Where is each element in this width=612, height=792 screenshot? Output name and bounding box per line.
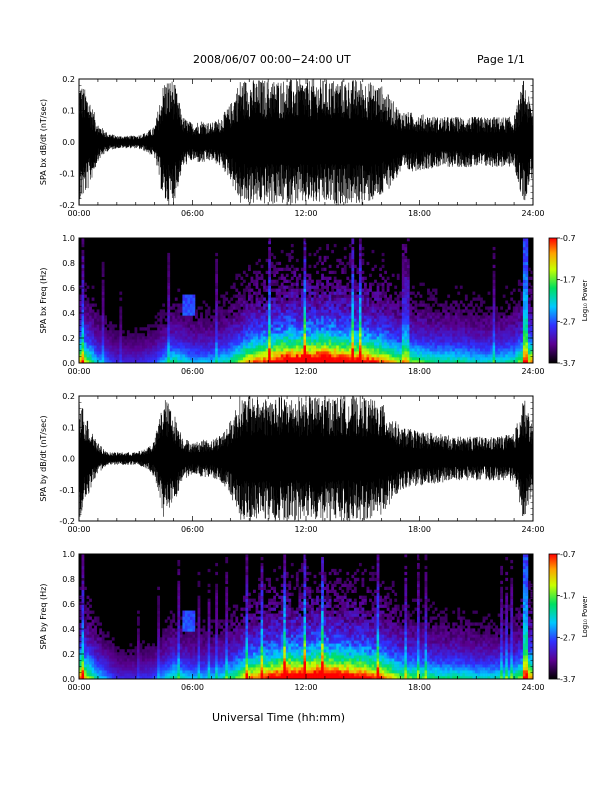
y-tick-label: 0.6 [62,284,75,293]
panel-4: -0.7 -1.7 -2.7 -3.7 Log₁₀ Power 00:00 06:00 12:… [39,550,589,692]
y-tick-label: -0.1 [59,170,75,179]
y-tick-label: 0.0 [62,359,75,368]
x-tick-label: 00:00 [67,525,90,534]
colorbar-tick-label: -0.7 [560,550,576,559]
y-tick-label: 0.1 [62,423,75,432]
x-tick-label: 00:00 [67,367,90,376]
colorbar-scale [548,237,558,364]
x-tick-label: 12:00 [294,683,317,692]
x-tick-label: 06:00 [181,525,204,534]
y-tick-label: -0.2 [59,517,75,526]
page-title: 2008/06/07 00:00−24:00 UT [193,53,351,66]
colorbar-tick-label: -2.7 [560,317,576,326]
y-tick-label: 1.0 [62,234,75,243]
x-tick-label: 18:00 [408,367,431,376]
x-tick-label: 12:00 [294,209,317,218]
y-tick-label: 0.4 [62,309,75,318]
colorbar: -0.7 -1.7 -2.7 -3.7 Log₁₀ Power [548,234,589,368]
colorbar: -0.7 -1.7 -2.7 -3.7 Log₁₀ Power [548,550,589,684]
x-tick-label: 00:00 [67,683,90,692]
y-tick-label: 0.8 [62,259,75,268]
colorbar-tick-label: -3.7 [560,359,576,368]
colorbar-label: Log₁₀ Power [581,596,589,638]
waveform-trace [79,396,533,521]
colorbar-label: Log₁₀ Power [581,280,589,322]
x-tick-label: 24:00 [521,525,544,534]
x-tick-label: 24:00 [521,367,544,376]
y-tick-label: 0.4 [62,625,75,634]
panel-3: 00:00 06:00 12:00 18:00 24:00 -0.2 -0.1 0.0 0.1 0… [39,392,545,534]
colorbar-tick-label: -2.7 [560,633,576,642]
y-tick-label: 0.2 [62,392,75,401]
y-tick-label: 0.0 [62,675,75,684]
page-number: Page 1/1 [477,53,525,66]
y-axis-label: SPA bx dB/dt (nT/sec) [39,99,48,185]
colorbar-tick-label: -0.7 [560,234,576,243]
waveform-path [79,79,533,205]
y-tick-label: 1.0 [62,550,75,559]
x-tick-label: 24:00 [521,209,544,218]
y-axis-label: SPA by dB/dt (nT/sec) [39,415,48,501]
x-tick-label: 18:00 [408,525,431,534]
spectrogram-cells [79,238,533,363]
waveform-path [79,396,533,521]
y-tick-label: 0.2 [62,75,75,84]
y-tick-label: 0.2 [62,334,75,343]
y-axis-label: SPA bx Freq (Hz) [39,268,48,334]
colorbar-tick-label: -1.7 [560,276,576,285]
x-axis-label: Universal Time (hh:mm) [212,711,345,724]
y-tick-label: 0.0 [62,455,75,464]
panel-1: 00:00 06:00 12:00 18:00 24:00 -0.2 -0.1 0.0 0.1 0… [39,75,545,218]
x-tick-label: 06:00 [181,209,204,218]
x-tick-label: 06:00 [181,683,204,692]
x-tick-label: 00:00 [67,209,90,218]
colorbar-tick-label: -1.7 [560,592,576,601]
y-tick-label: 0.0 [62,138,75,147]
x-tick-label: 18:00 [408,683,431,692]
panel-2: -0.7 -1.7 -2.7 -3.7 Log₁₀ Power 00:00 06:00 12:… [39,234,589,376]
y-tick-label: 0.8 [62,575,75,584]
y-tick-label: 0.2 [62,650,75,659]
x-tick-label: 18:00 [408,209,431,218]
x-tick-label: 06:00 [181,367,204,376]
spectrogram-cells [79,554,533,679]
x-tick-label: 24:00 [521,683,544,692]
y-tick-label: 0.6 [62,600,75,609]
y-tick-label: -0.1 [59,486,75,495]
x-tick-label: 12:00 [294,367,317,376]
waveform-trace [79,79,533,205]
y-tick-label: 0.1 [62,107,75,116]
y-tick-label: -0.2 [59,201,75,210]
x-tick-label: 12:00 [294,525,317,534]
y-axis-label: SPA by Freq (Hz) [39,584,48,650]
colorbar-scale [548,553,558,680]
colorbar-tick-label: -3.7 [560,675,576,684]
